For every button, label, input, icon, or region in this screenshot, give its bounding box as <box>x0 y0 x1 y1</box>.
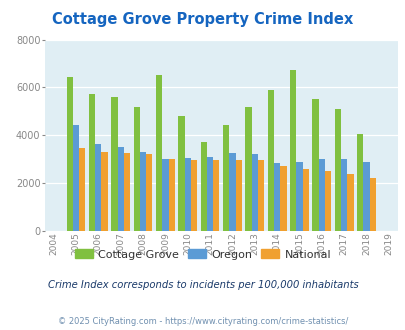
Bar <box>235 160 241 231</box>
Legend: Cottage Grove, Oregon, National: Cottage Grove, Oregon, National <box>70 245 335 264</box>
Bar <box>146 154 152 231</box>
Bar <box>117 147 124 231</box>
Bar <box>66 77 72 231</box>
Bar <box>347 174 353 231</box>
Bar <box>334 109 340 231</box>
Bar <box>101 152 107 231</box>
Bar <box>178 116 184 231</box>
Bar <box>213 160 219 231</box>
Bar <box>229 153 235 231</box>
Bar <box>162 159 168 231</box>
Bar <box>356 134 362 231</box>
Bar <box>111 97 117 231</box>
Bar <box>207 157 213 231</box>
Bar <box>89 94 95 231</box>
Bar <box>324 171 330 231</box>
Text: Cottage Grove Property Crime Index: Cottage Grove Property Crime Index <box>52 12 353 26</box>
Text: © 2025 CityRating.com - https://www.cityrating.com/crime-statistics/: © 2025 CityRating.com - https://www.city… <box>58 317 347 326</box>
Bar <box>72 125 79 231</box>
Text: Crime Index corresponds to incidents per 100,000 inhabitants: Crime Index corresponds to incidents per… <box>47 280 358 290</box>
Bar <box>200 143 207 231</box>
Bar <box>140 152 146 231</box>
Bar <box>290 70 296 231</box>
Bar <box>369 178 375 231</box>
Bar <box>318 159 324 231</box>
Bar <box>222 125 229 231</box>
Bar <box>190 160 197 231</box>
Bar <box>273 163 279 231</box>
Bar <box>245 107 251 231</box>
Bar <box>257 160 264 231</box>
Bar <box>302 169 308 231</box>
Bar <box>279 166 286 231</box>
Bar <box>168 158 174 231</box>
Bar <box>362 162 369 231</box>
Bar <box>95 145 101 231</box>
Bar <box>312 99 318 231</box>
Bar <box>267 90 273 231</box>
Bar <box>251 154 257 231</box>
Bar <box>133 107 140 231</box>
Bar <box>296 162 302 231</box>
Bar <box>79 148 85 231</box>
Bar <box>124 153 130 231</box>
Bar <box>156 76 162 231</box>
Bar <box>184 158 190 231</box>
Bar <box>340 159 347 231</box>
